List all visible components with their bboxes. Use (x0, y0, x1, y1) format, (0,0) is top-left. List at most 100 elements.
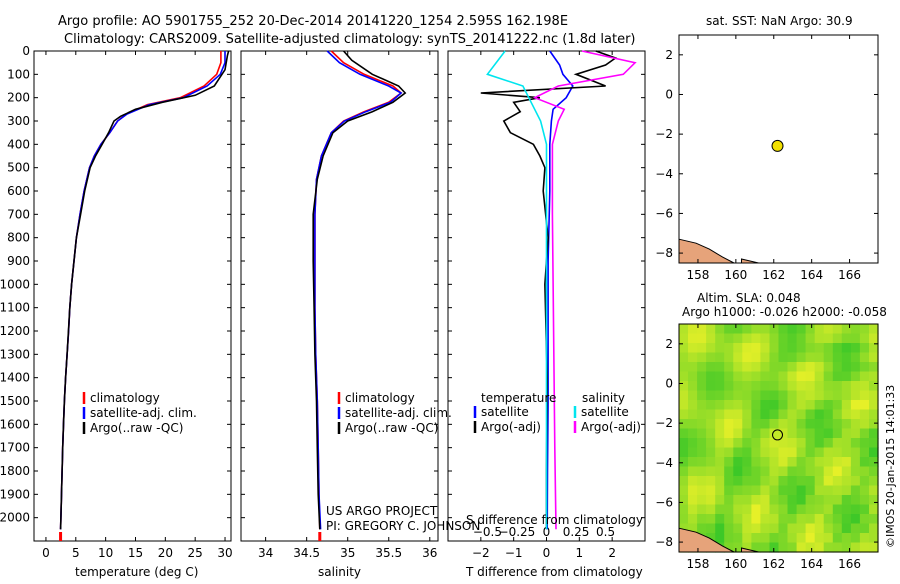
sla-cell (796, 352, 807, 363)
credit-line2: PI: GREGORY C. JOHNSON (326, 519, 480, 533)
sla-cell (796, 438, 807, 449)
sla-cell (733, 476, 743, 487)
y-tick-label: 900 (7, 254, 30, 268)
sla-cell (778, 428, 789, 439)
sla-cell (715, 371, 725, 382)
sla-cell (841, 457, 852, 468)
sla-cell (778, 485, 789, 496)
sla-cell (760, 428, 770, 439)
sla-cell (859, 466, 870, 477)
sla-cell (823, 428, 834, 439)
sla-cell (760, 533, 770, 544)
series-line-climatology (59, 51, 222, 530)
sla-cell (805, 495, 816, 506)
sla-cell (805, 400, 816, 411)
sla-cell (823, 514, 834, 525)
sla-cell (706, 533, 716, 544)
sla-cell (832, 400, 843, 411)
sla-cell (751, 419, 761, 430)
sla-cell (697, 476, 707, 487)
sla-cell (832, 447, 843, 458)
sla-cell (697, 390, 707, 401)
sla-cell (769, 495, 780, 506)
sla-cell (724, 485, 734, 496)
y-tick-label: 1000 (0, 277, 30, 291)
sla-cell (869, 352, 879, 363)
sla-cell (841, 400, 852, 411)
sla-cell (697, 485, 707, 496)
sla-cell (805, 438, 816, 449)
y-tick-label: 0 (22, 44, 30, 58)
sla-cell (823, 390, 834, 401)
sla-cell (796, 381, 807, 392)
sla-cell (742, 542, 752, 553)
sla-cell (787, 333, 798, 344)
x-tick-label: 20 (158, 546, 173, 560)
sla-cell (805, 409, 816, 420)
sla-cell (679, 447, 689, 458)
sla-cell (733, 514, 743, 525)
x-tick-label: 164 (800, 268, 823, 282)
sla-cell (724, 514, 734, 525)
sla-cell (697, 523, 707, 534)
s-tick-label: 0 (543, 525, 551, 539)
sla-cell (841, 409, 852, 420)
sla-cell (751, 438, 761, 449)
y-tick-label: 1800 (0, 464, 30, 478)
sla-cell (832, 457, 843, 468)
sla-cell (796, 428, 807, 439)
sla-cell (841, 371, 852, 382)
sla-cell (832, 333, 843, 344)
sla-map: 158 160 162 164 166 −8 −6 −4 −2 0 2 (655, 323, 879, 571)
sla-cell (706, 352, 716, 363)
sla-cell (859, 438, 870, 449)
sla-cell (706, 390, 716, 401)
sla-cell (724, 362, 734, 373)
sla-cell (715, 466, 725, 477)
s-tick-label: −0.5 (473, 525, 502, 539)
sla-cell (679, 495, 689, 506)
x-tick-label: 166 (838, 268, 861, 282)
sla-cell (787, 466, 798, 477)
sla-cell (697, 457, 707, 468)
sla-cell (679, 466, 689, 477)
sla-cell (778, 400, 789, 411)
sla-cell (760, 371, 770, 382)
sla-cell (859, 371, 870, 382)
y-tick-label: 1300 (0, 347, 30, 361)
salinity-chart: 34 34.5 35 35.5 36 (241, 50, 438, 560)
sla-cell (697, 438, 707, 449)
temperature-plot-frame (33, 50, 232, 542)
sla-cell (859, 400, 870, 411)
temperature-legend: climatology satellite-adj. clim. Argo(..… (82, 391, 197, 435)
x-tick-label: 2 (608, 546, 616, 560)
sla-cell (869, 400, 879, 411)
sla-cell (715, 390, 725, 401)
sla-cell (805, 352, 816, 363)
sla-cell (724, 400, 734, 411)
sla-cell (859, 419, 870, 430)
sla-cell (841, 476, 852, 487)
sla-cell (841, 324, 852, 335)
sla-cell (823, 419, 834, 430)
sla-cell (859, 390, 870, 401)
sla-cell (778, 533, 789, 544)
sla-cell (796, 362, 807, 373)
sla-cell (733, 352, 743, 363)
s-tick-label: 0.25 (563, 525, 590, 539)
sla-cell (697, 504, 707, 515)
sla-map-title-line1: Altim. SLA: 0.048 (697, 291, 801, 305)
sla-cell (850, 343, 861, 354)
sla-cell (688, 352, 698, 363)
sla-cell (706, 447, 716, 458)
sla-cell (787, 371, 798, 382)
sla-cell (697, 381, 707, 392)
sla-cell (796, 542, 807, 553)
sla-cell (769, 333, 780, 344)
x-tick-label: 158 (686, 268, 709, 282)
sla-cell (679, 523, 689, 534)
sla-cell (859, 352, 870, 363)
sla-cell (688, 333, 698, 344)
sla-cell (706, 371, 716, 382)
sla-cell (859, 447, 870, 458)
